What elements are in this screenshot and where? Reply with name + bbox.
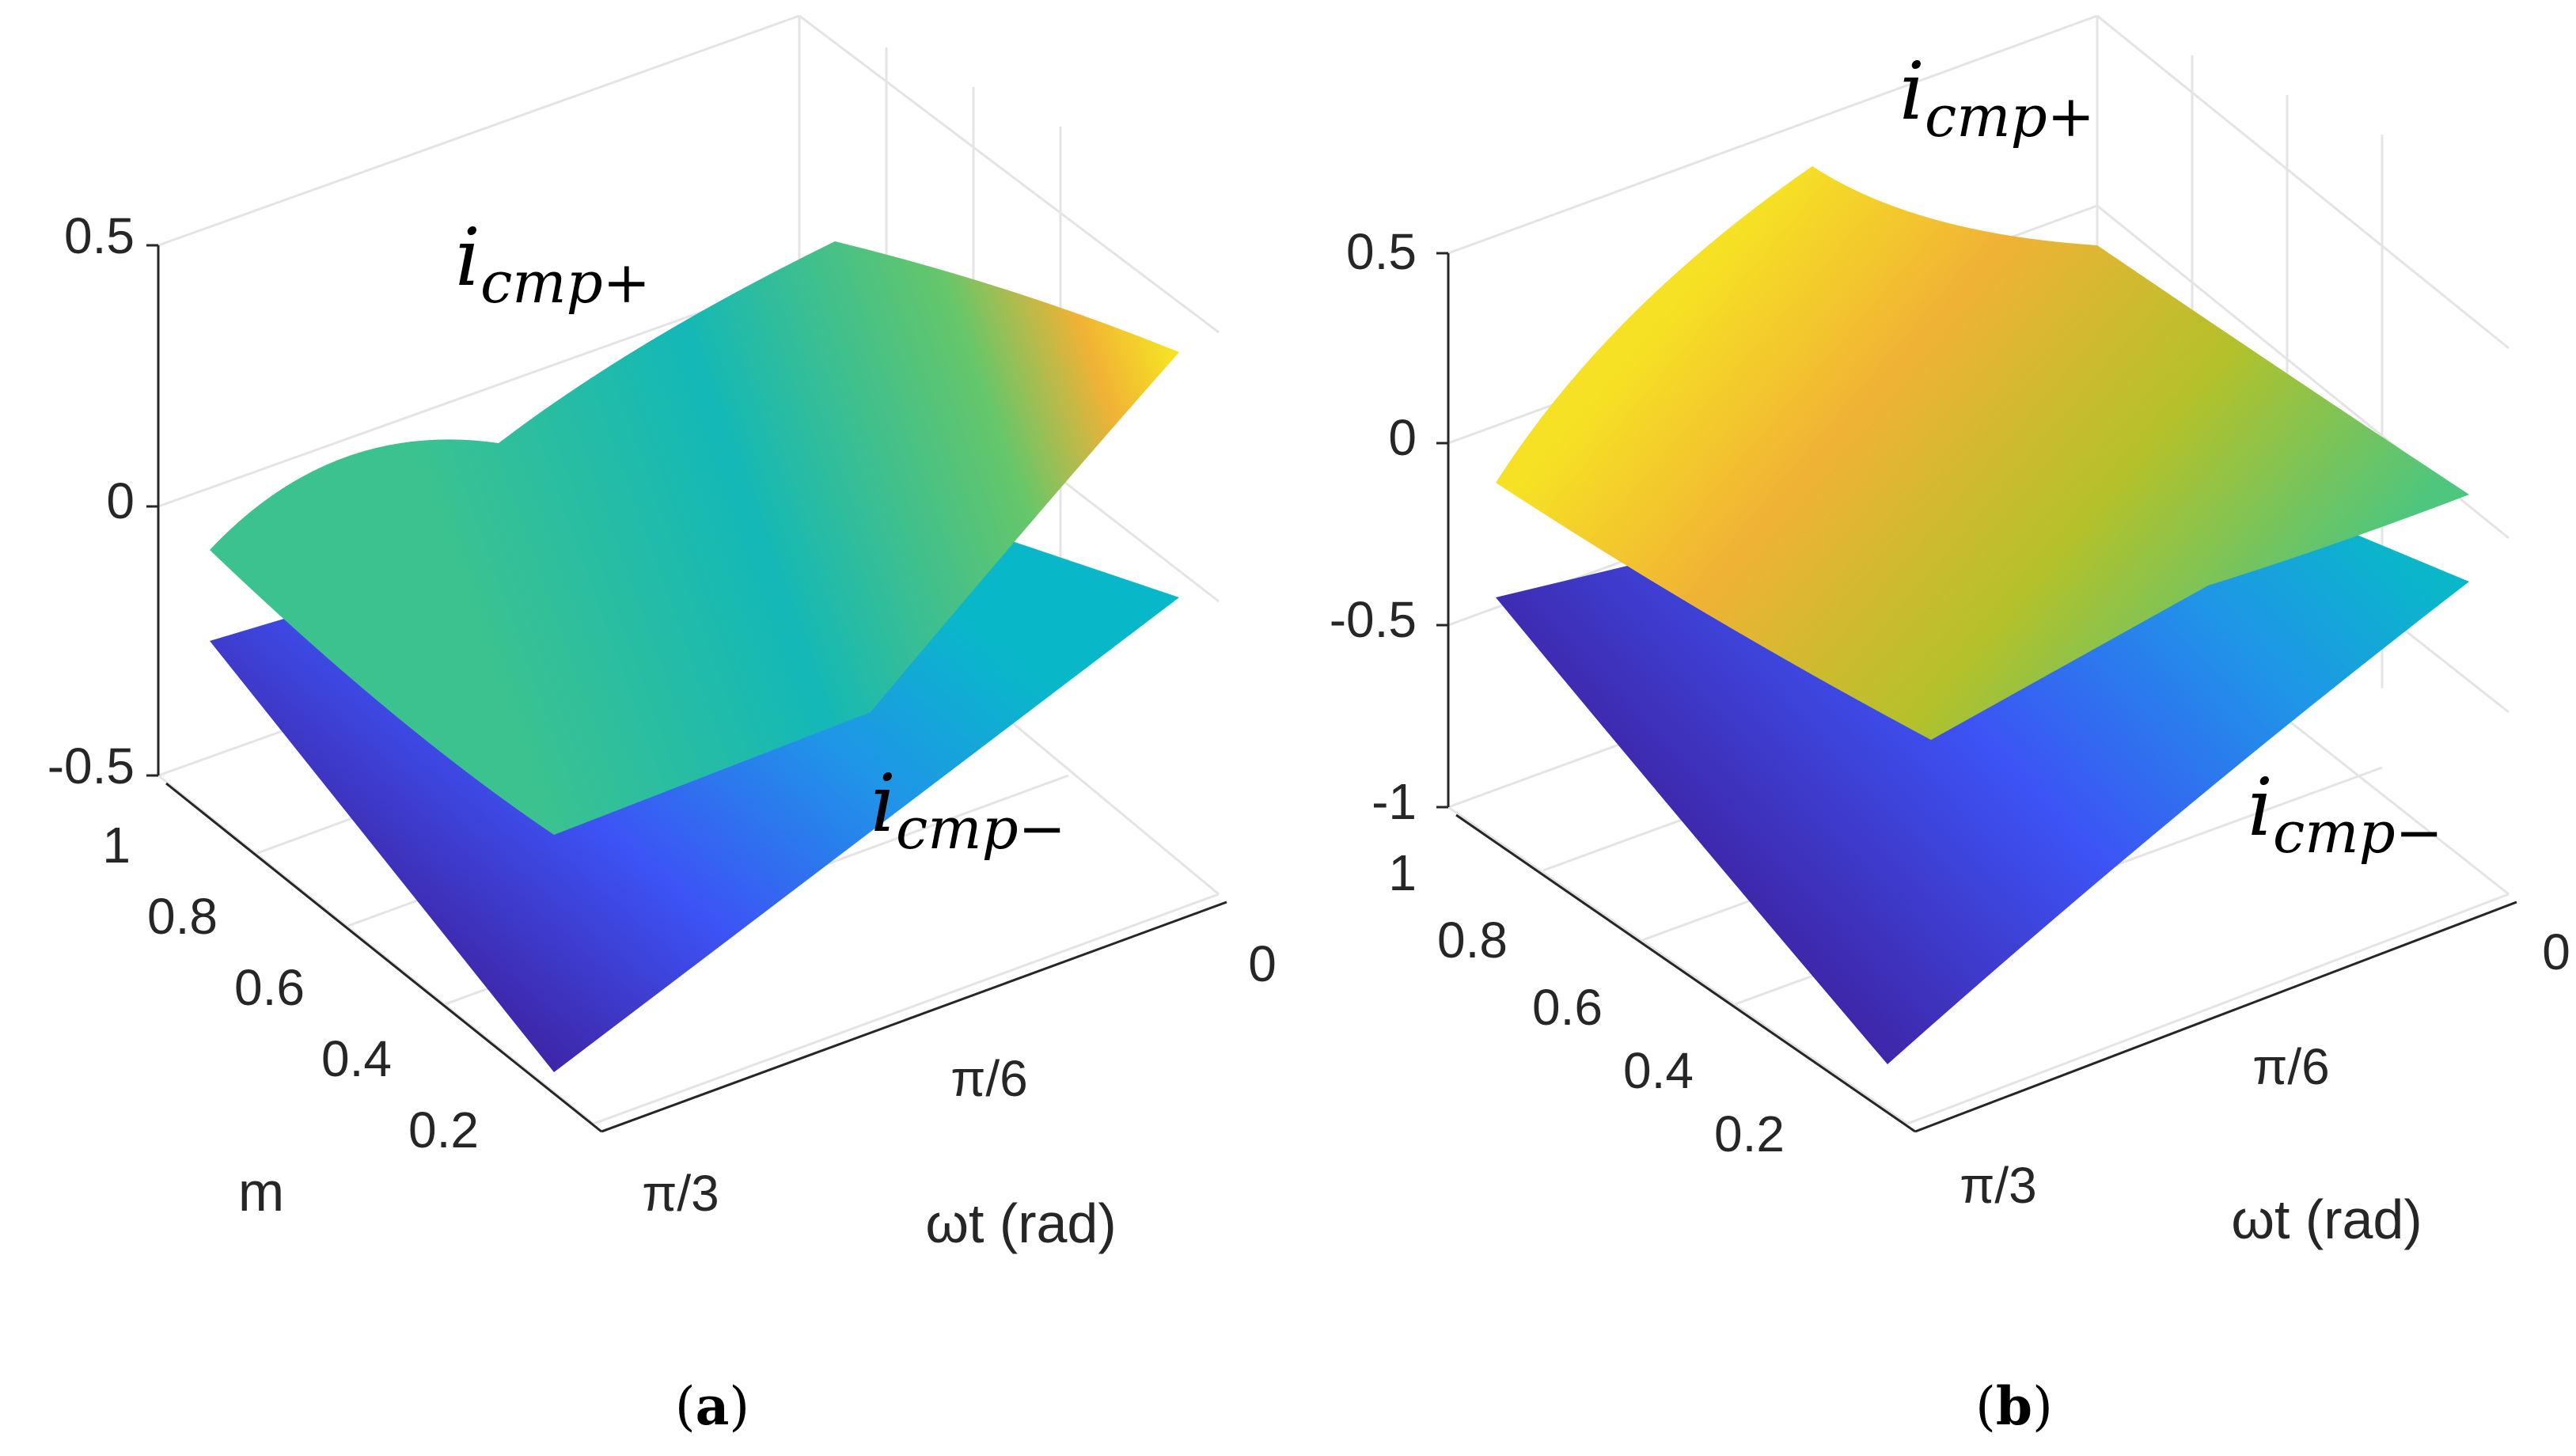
panel-a-wt-tick: 0 (1248, 935, 1277, 992)
panel-a-m-tick: 0.8 (147, 888, 218, 945)
panel-a-m-tick: 0.6 (234, 959, 305, 1016)
panel-a-label-plus: icmp+ (455, 211, 651, 316)
panel-b-z-tick: -0.5 (1330, 591, 1417, 648)
panel-b-m-tick: 0.2 (1714, 1105, 1785, 1162)
panel-b-z-tick: 0 (1388, 409, 1417, 466)
panel-b-label-minus: icmp− (2248, 761, 2443, 866)
panel-a-z-tick: 0.5 (64, 207, 135, 264)
panel-a-m-tick: 0.2 (408, 1101, 479, 1158)
panel-b-axes (1436, 252, 2517, 1133)
panel-a-m-tick: 0.4 (321, 1030, 392, 1087)
panel-a-label-minus: icmp− (871, 757, 1066, 862)
panel-b-wt-tick: π/6 (2252, 1038, 2330, 1095)
panel-a-wt-tick: π/3 (642, 1165, 719, 1222)
panel-a-axes (146, 244, 1227, 1133)
panel-a-wt-label: ωt (rad) (925, 1192, 1116, 1254)
panel-a-wt-tick: π/6 (950, 1050, 1028, 1107)
panel-b-surface-plus (1496, 166, 2469, 740)
panel-a-z-tick: 0 (106, 472, 135, 529)
panel-b-m-tick: 1 (1388, 844, 1417, 901)
caption-b: (b) (1975, 1375, 2053, 1437)
panel-b-label-plus: icmp+ (1899, 45, 2095, 150)
panel-b: 0.5 0 -0.5 -1 1 0.8 0.6 0.4 0.2 0 π/6 π/… (1330, 14, 2570, 1250)
panel-b-m-tick: 0.4 (1623, 1042, 1694, 1099)
panel-b-m-tick: 0.6 (1532, 979, 1603, 1036)
panel-b-wt-tick: π/3 (1960, 1157, 2037, 1214)
panel-a-m-tick: 1 (102, 817, 131, 874)
panel-b-z-tick: 0.5 (1346, 223, 1417, 280)
panel-a: 0.5 0 -0.5 1 0.8 0.6 0.4 0.2 m 0 π/6 π/3… (47, 14, 1277, 1254)
panel-b-wt-tick: 0 (2542, 923, 2570, 980)
panel-a-z-tick: -0.5 (47, 737, 135, 794)
panel-b-z-tick: -1 (1371, 773, 1417, 830)
panel-a-m-label: m (238, 1161, 284, 1223)
panel-b-m-tick: 0.8 (1437, 912, 1508, 969)
panel-a-surface-plus (210, 241, 1179, 835)
panel-b-wt-label: ωt (rad) (2231, 1189, 2422, 1250)
caption-a: (a) (675, 1375, 749, 1437)
